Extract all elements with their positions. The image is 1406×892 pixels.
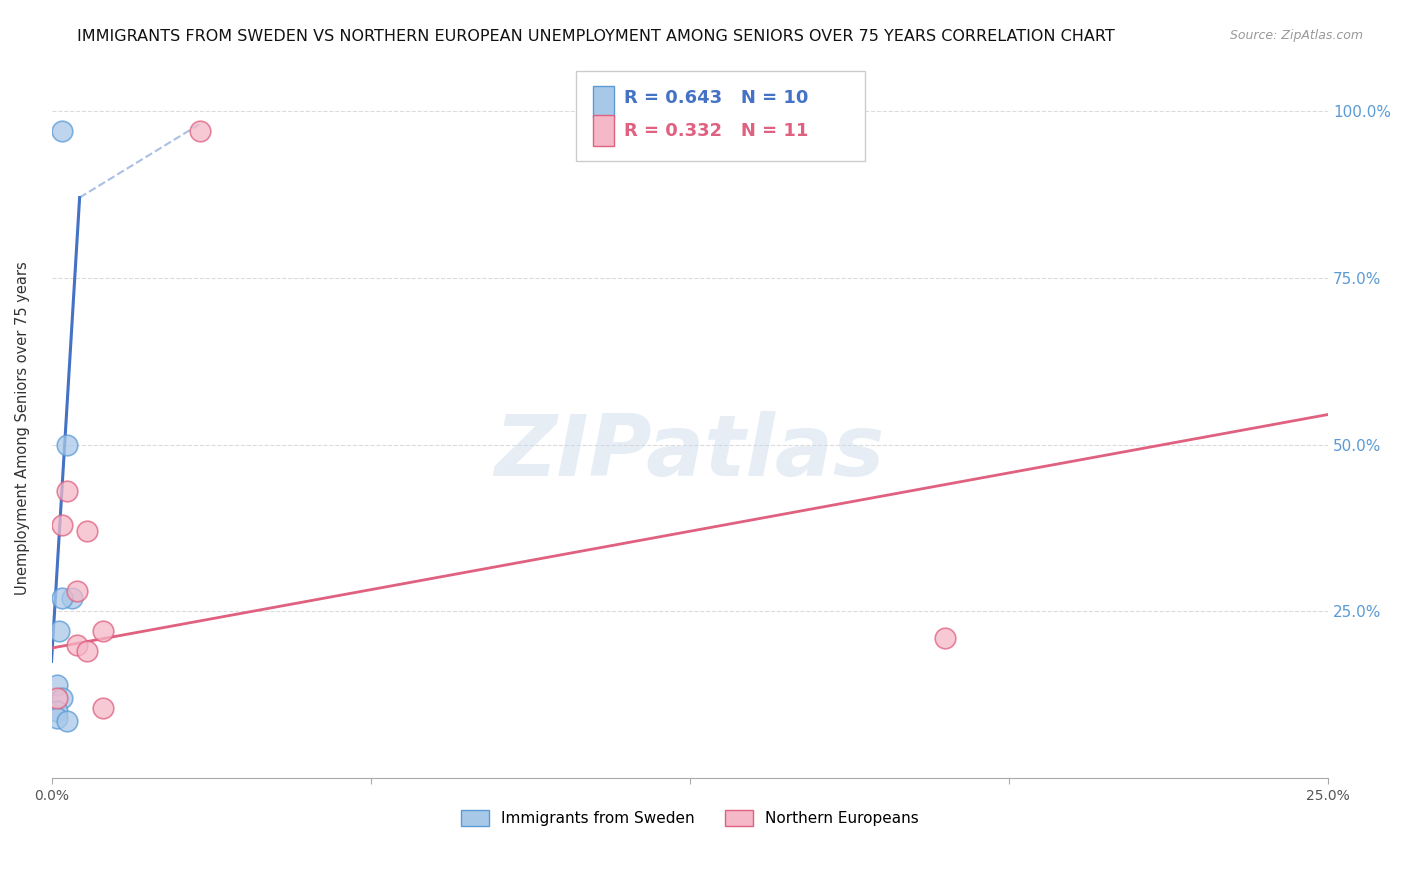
Point xyxy=(45,691,67,706)
Point xyxy=(51,591,73,605)
Y-axis label: Unemployment Among Seniors over 75 years: Unemployment Among Seniors over 75 years xyxy=(15,261,30,595)
Point xyxy=(60,591,83,605)
Point xyxy=(91,624,114,639)
Point xyxy=(66,638,89,652)
Point xyxy=(51,691,73,706)
Point xyxy=(188,124,211,138)
Point xyxy=(66,584,89,599)
Point xyxy=(76,644,98,658)
Text: R = 0.643   N = 10: R = 0.643 N = 10 xyxy=(624,89,808,107)
Legend: Immigrants from Sweden, Northern Europeans: Immigrants from Sweden, Northern Europea… xyxy=(454,803,927,834)
Text: Source: ZipAtlas.com: Source: ZipAtlas.com xyxy=(1230,29,1364,42)
Point xyxy=(45,705,67,719)
Point xyxy=(48,624,70,639)
Text: R = 0.332   N = 11: R = 0.332 N = 11 xyxy=(624,122,808,140)
Text: ZIPatlas: ZIPatlas xyxy=(495,411,884,494)
Point xyxy=(91,701,114,715)
Point xyxy=(56,714,79,729)
Point xyxy=(934,631,956,645)
Point xyxy=(56,484,79,499)
Point xyxy=(51,517,73,532)
Point xyxy=(51,124,73,138)
Point xyxy=(45,678,67,692)
Text: IMMIGRANTS FROM SWEDEN VS NORTHERN EUROPEAN UNEMPLOYMENT AMONG SENIORS OVER 75 Y: IMMIGRANTS FROM SWEDEN VS NORTHERN EUROP… xyxy=(77,29,1115,44)
Point xyxy=(76,524,98,539)
Point xyxy=(56,437,79,451)
Point xyxy=(45,711,67,725)
